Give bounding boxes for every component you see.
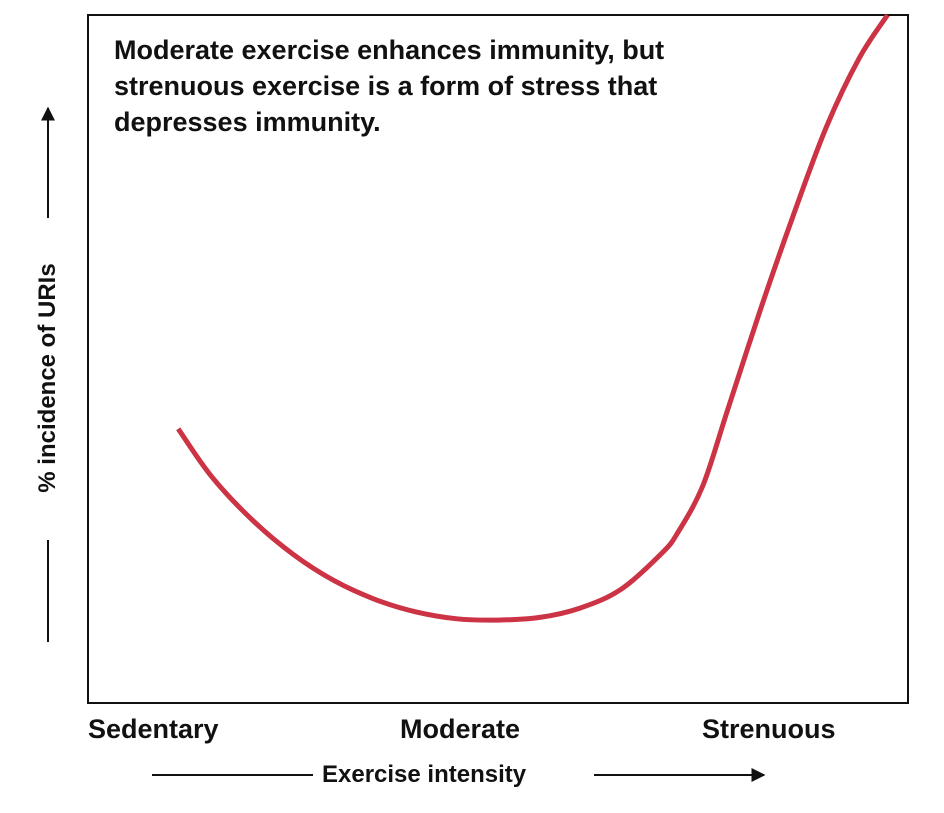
series-layer — [176, 13, 890, 623]
x-tick-sedentary: Sedentary — [88, 714, 219, 744]
x-tick-strenuous: Strenuous — [702, 714, 836, 744]
annotation-line-3: depresses immunity. — [114, 107, 381, 137]
y-axis-label: % incidence of URIs — [34, 263, 61, 493]
annotation-line-2: strenuous exercise is a form of stress t… — [114, 71, 658, 101]
annotation-line-1: Moderate exercise enhances immunity, but — [114, 35, 665, 65]
plot-frame — [87, 14, 909, 704]
x-tick-moderate: Moderate — [400, 714, 521, 744]
series-line-1 — [176, 13, 890, 623]
x-axis-label: Exercise intensity — [322, 761, 527, 788]
